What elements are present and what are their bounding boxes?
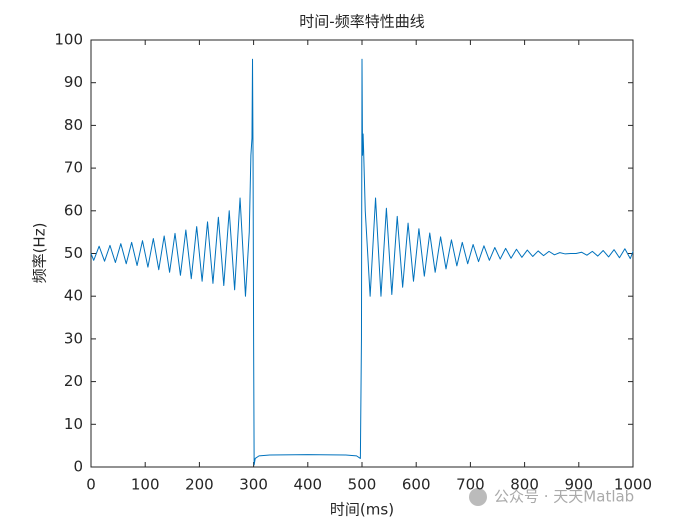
y-tick-label: 90 xyxy=(64,73,83,91)
y-tick-label: 20 xyxy=(64,372,83,390)
x-tick-label: 100 xyxy=(131,476,160,494)
x-tick-label: 600 xyxy=(402,476,431,494)
x-tick-label: 700 xyxy=(456,476,485,494)
x-tick-label: 300 xyxy=(239,476,268,494)
x-tick-label: 900 xyxy=(564,476,593,494)
y-tick-label: 0 xyxy=(73,458,83,476)
x-tick-label: 200 xyxy=(185,476,214,494)
x-tick-label: 500 xyxy=(348,476,377,494)
data-line xyxy=(90,58,634,466)
y-tick-label: 100 xyxy=(54,31,83,49)
y-tick-label: 70 xyxy=(64,159,83,177)
y-axis-label: 频率(Hz) xyxy=(31,223,49,284)
y-tick-label: 50 xyxy=(64,244,83,262)
y-tick-label: 80 xyxy=(64,116,83,134)
watermark-icon xyxy=(469,488,487,506)
x-tick-label: 400 xyxy=(293,476,322,494)
y-tick-label: 40 xyxy=(64,287,83,305)
chart-title: 时间-频率特性曲线 xyxy=(299,13,424,31)
y-tick-label: 30 xyxy=(64,329,83,347)
x-tick-label: 1000 xyxy=(614,476,652,494)
x-axis-label: 时间(ms) xyxy=(330,501,394,519)
y-tick-label: 10 xyxy=(64,415,83,433)
x-tick-label: 0 xyxy=(86,476,96,494)
watermark: 公众号 · 天天Matlab xyxy=(494,488,634,506)
y-tick-label: 60 xyxy=(64,201,83,219)
x-tick-label: 800 xyxy=(510,476,539,494)
